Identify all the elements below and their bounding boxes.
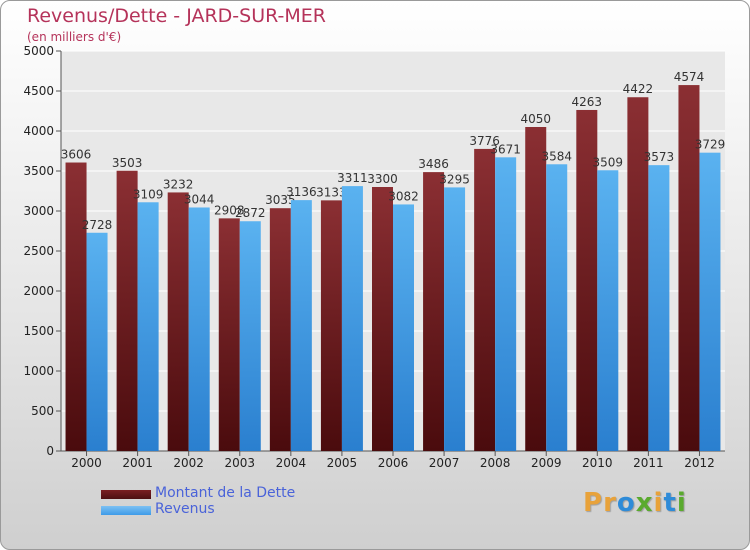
data-label-debt: 3776 bbox=[469, 134, 500, 148]
bar-debt bbox=[474, 148, 496, 452]
x-tick-label: 2010 bbox=[582, 456, 613, 470]
legend-swatch-revenue bbox=[101, 506, 151, 515]
x-tick-label: 2001 bbox=[122, 456, 153, 470]
y-tick-label: 0 bbox=[46, 444, 54, 458]
x-tick-label: 2000 bbox=[71, 456, 102, 470]
bar-debt bbox=[65, 162, 87, 451]
y-tick-label: 1500 bbox=[23, 324, 54, 338]
bar-debt bbox=[678, 85, 700, 451]
bar-revenue bbox=[444, 187, 466, 451]
data-label-debt: 3486 bbox=[418, 157, 449, 171]
y-tick-label: 500 bbox=[31, 404, 54, 418]
bar-debt bbox=[116, 170, 138, 451]
data-label-debt: 3232 bbox=[163, 177, 194, 191]
data-label-revenue: 3573 bbox=[644, 150, 675, 164]
x-tick-label: 2008 bbox=[480, 456, 511, 470]
logo-letter: i bbox=[653, 488, 664, 518]
bar-revenue bbox=[648, 165, 670, 451]
data-label-revenue: 3109 bbox=[133, 187, 164, 201]
proxiti-logo: Proxiti bbox=[583, 488, 687, 518]
x-tick-label: 2012 bbox=[684, 456, 715, 470]
x-tick-label: 2009 bbox=[531, 456, 562, 470]
legend-label-revenue: Revenus bbox=[155, 501, 215, 517]
data-label-revenue: 3136 bbox=[286, 185, 317, 199]
data-label-revenue: 3082 bbox=[388, 189, 419, 203]
bar-revenue bbox=[699, 152, 721, 451]
x-tick-label: 2006 bbox=[378, 456, 409, 470]
bar-debt bbox=[320, 200, 342, 451]
x-tick-label: 2004 bbox=[276, 456, 307, 470]
bar-revenue bbox=[290, 200, 312, 451]
data-label-debt: 3606 bbox=[61, 148, 92, 162]
data-label-debt: 3035 bbox=[265, 193, 296, 207]
data-label-debt: 3133 bbox=[316, 185, 347, 199]
bar-debt bbox=[269, 208, 291, 451]
y-tick-label: 3500 bbox=[23, 164, 54, 178]
data-label-revenue: 3311 bbox=[337, 171, 368, 185]
bar-revenue bbox=[597, 170, 619, 451]
bar-debt bbox=[167, 192, 189, 451]
bar-revenue bbox=[239, 221, 261, 451]
bar-revenue bbox=[86, 232, 108, 451]
logo-letter: r bbox=[603, 488, 617, 518]
data-label-debt: 2908 bbox=[214, 203, 245, 217]
data-label-debt: 4050 bbox=[520, 112, 551, 126]
data-label-debt: 3503 bbox=[112, 156, 143, 170]
data-label-revenue: 2872 bbox=[235, 206, 266, 220]
data-label-revenue: 3729 bbox=[695, 138, 726, 152]
data-label-revenue: 2728 bbox=[82, 218, 113, 232]
data-label-revenue: 3509 bbox=[593, 155, 624, 169]
data-label-debt: 3300 bbox=[367, 172, 398, 186]
y-tick-label: 5000 bbox=[23, 44, 54, 58]
y-tick-label: 3000 bbox=[23, 204, 54, 218]
y-tick-label: 4000 bbox=[23, 124, 54, 138]
data-label-debt: 4422 bbox=[623, 82, 654, 96]
legend-label-debt: Montant de la Dette bbox=[155, 485, 296, 501]
y-tick-label: 4500 bbox=[23, 84, 54, 98]
data-label-debt: 4574 bbox=[674, 70, 705, 84]
logo-letter: o bbox=[616, 488, 636, 518]
y-tick-label: 1000 bbox=[23, 364, 54, 378]
bar-revenue bbox=[137, 202, 159, 451]
bar-revenue bbox=[393, 204, 414, 451]
bar-debt bbox=[218, 218, 240, 451]
bar-revenue bbox=[495, 157, 517, 451]
data-label-revenue: 3295 bbox=[439, 172, 470, 186]
x-tick-label: 2005 bbox=[327, 456, 358, 470]
legend-swatch-debt bbox=[101, 490, 151, 499]
bar-revenue bbox=[546, 164, 568, 451]
logo-letter: i bbox=[676, 488, 687, 518]
logo-letter: t bbox=[663, 488, 677, 518]
bar-revenue bbox=[188, 207, 210, 451]
bar-revenue bbox=[341, 186, 363, 451]
x-tick-label: 2011 bbox=[633, 456, 664, 470]
x-tick-label: 2007 bbox=[429, 456, 460, 470]
y-tick-label: 2000 bbox=[23, 284, 54, 298]
data-label-debt: 4263 bbox=[572, 95, 603, 109]
bar-debt bbox=[576, 109, 598, 452]
bar-debt bbox=[525, 127, 547, 451]
logo-letter: P bbox=[583, 488, 604, 518]
bar-debt bbox=[423, 172, 445, 451]
y-tick-label: 2500 bbox=[23, 244, 54, 258]
data-label-revenue: 3671 bbox=[490, 142, 521, 156]
logo-letter: x bbox=[635, 488, 654, 518]
data-label-revenue: 3584 bbox=[541, 149, 572, 163]
data-label-revenue: 3044 bbox=[184, 192, 215, 206]
bar-debt bbox=[372, 187, 393, 451]
x-tick-label: 2002 bbox=[173, 456, 204, 470]
bar-debt bbox=[627, 97, 649, 452]
chart-subtitle: (en milliers d'€) bbox=[27, 30, 122, 44]
chart-title: Revenus/Dette - JARD-SUR-MER bbox=[27, 5, 327, 27]
x-tick-label: 2003 bbox=[224, 456, 255, 470]
